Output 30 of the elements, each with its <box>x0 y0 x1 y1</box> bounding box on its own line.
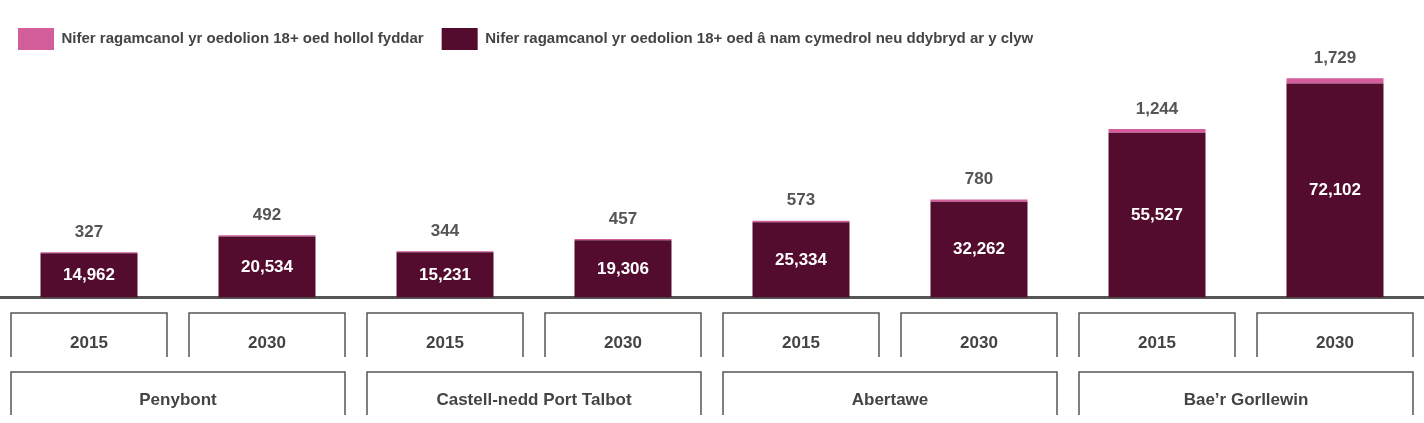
data-label: 1,244 <box>1135 98 1179 118</box>
x-tick-label: 2015 <box>782 333 820 353</box>
data-label: 327 <box>74 221 104 241</box>
text: Castell-nedd Port Talbot <box>436 389 632 409</box>
data-label: 573 <box>786 190 816 210</box>
data-label: 55,527 <box>1131 204 1183 224</box>
data-label: 25,334 <box>775 249 828 269</box>
data-label: 20,534 <box>241 256 294 276</box>
text: Abertawe <box>851 389 929 409</box>
data-label: 32,262 <box>953 239 1005 259</box>
x-tick-label: 2030 <box>1316 333 1354 353</box>
data-label: 15,231 <box>419 264 471 284</box>
data-label: 780 <box>964 169 994 189</box>
legend-label: Nifer ragamcanol yr oedolion 18+ oed â nam cymedrol neu ddybryd ar y clyw <box>485 29 1034 47</box>
data-label: 72,102 <box>1309 180 1361 200</box>
x-tick-label: 2015 <box>1138 333 1176 353</box>
x-tick-label: 2015 <box>70 333 108 353</box>
text: Penybont <box>139 389 218 409</box>
x-tick-label: 2030 <box>604 333 642 353</box>
data-label: 457 <box>608 208 638 228</box>
x-tick-label: 2030 <box>248 333 286 353</box>
data-label: 492 <box>252 204 282 224</box>
data-label: 14,962 <box>63 265 115 285</box>
data-label: 344 <box>430 221 460 241</box>
data-label: 19,306 <box>597 258 649 278</box>
data-label: 1,729 <box>1313 48 1357 68</box>
x-tick-label: 2015 <box>426 333 464 353</box>
legend-label: Nifer ragamcanol yr oedolion 18+ oed hollol fyddar <box>61 29 424 47</box>
text: Bae’r Gorllewin <box>1183 389 1309 409</box>
x-tick-label: 2030 <box>960 333 998 353</box>
